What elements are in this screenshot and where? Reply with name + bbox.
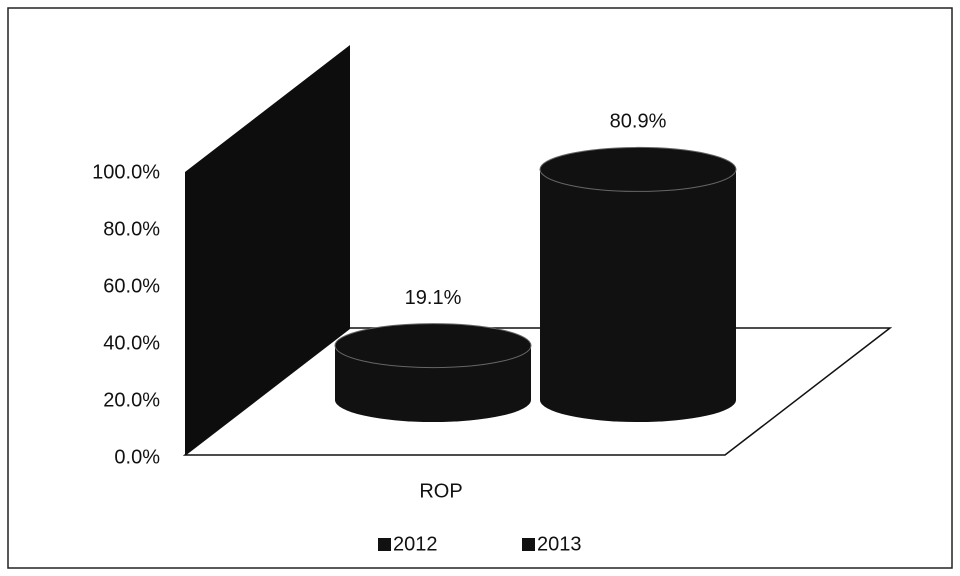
y-tick-label: 100.0% <box>92 161 160 183</box>
legend-label: 2012 <box>393 533 438 555</box>
cylinder-body <box>540 169 736 400</box>
legend-swatch <box>378 538 391 551</box>
cylinder <box>539 146 737 422</box>
cylinder-top <box>539 146 737 192</box>
chart-frame <box>7 7 953 569</box>
value-label: 80.9% <box>610 111 667 133</box>
value-label: 19.1% <box>405 287 462 309</box>
y-tick-label: 0.0% <box>114 446 160 468</box>
legend-swatch <box>522 538 535 551</box>
cylinder <box>334 323 532 422</box>
back-wall <box>185 45 350 455</box>
x-tick-label: ROP <box>419 480 462 502</box>
cylinder-top <box>334 323 532 369</box>
y-tick-label: 20.0% <box>103 389 160 411</box>
y-tick-label: 80.0% <box>103 218 160 240</box>
y-tick-label: 40.0% <box>103 332 160 354</box>
y-tick-label: 60.0% <box>103 275 160 297</box>
legend-label: 2013 <box>537 533 582 555</box>
